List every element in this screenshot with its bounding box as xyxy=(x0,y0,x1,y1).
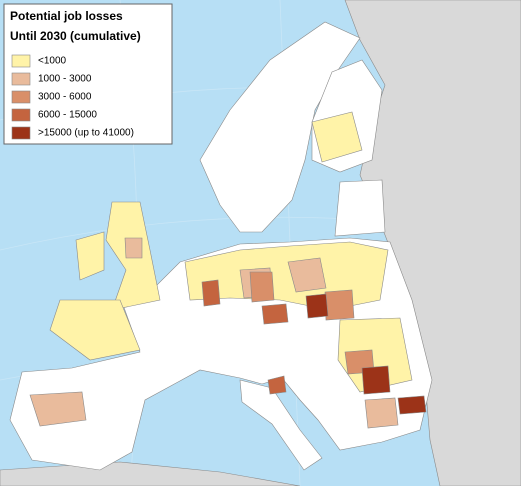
region xyxy=(261,303,289,325)
legend-swatch xyxy=(11,108,31,122)
legend-title: Potential job losses xyxy=(10,9,123,23)
region xyxy=(305,293,329,319)
region xyxy=(29,391,87,427)
legend-label: 3000 - 6000 xyxy=(38,92,92,103)
region xyxy=(49,299,141,361)
legend-swatch xyxy=(11,54,31,68)
legend-swatch xyxy=(11,90,31,104)
region xyxy=(287,257,327,293)
legend-label: 1000 - 3000 xyxy=(38,74,92,85)
region xyxy=(75,231,105,281)
legend-swatch xyxy=(11,126,31,140)
legend-swatch xyxy=(11,72,31,86)
legend-label: >15000 (up to 41000) xyxy=(38,128,134,139)
legend: Potential job losses Until 2030 (cumulat… xyxy=(3,3,173,145)
region xyxy=(201,279,221,307)
legend-label: 6000 - 15000 xyxy=(38,110,97,121)
legend-subtitle: Until 2030 (cumulative) xyxy=(10,29,141,43)
region xyxy=(124,237,143,259)
region xyxy=(397,395,427,415)
region xyxy=(364,397,399,429)
baltics xyxy=(334,179,386,237)
region xyxy=(361,365,391,395)
region xyxy=(324,289,355,321)
legend-label: <1000 xyxy=(38,56,67,67)
legend-box xyxy=(3,3,173,145)
region xyxy=(267,375,287,395)
region xyxy=(311,111,363,163)
region xyxy=(249,271,275,303)
italy xyxy=(239,379,323,471)
